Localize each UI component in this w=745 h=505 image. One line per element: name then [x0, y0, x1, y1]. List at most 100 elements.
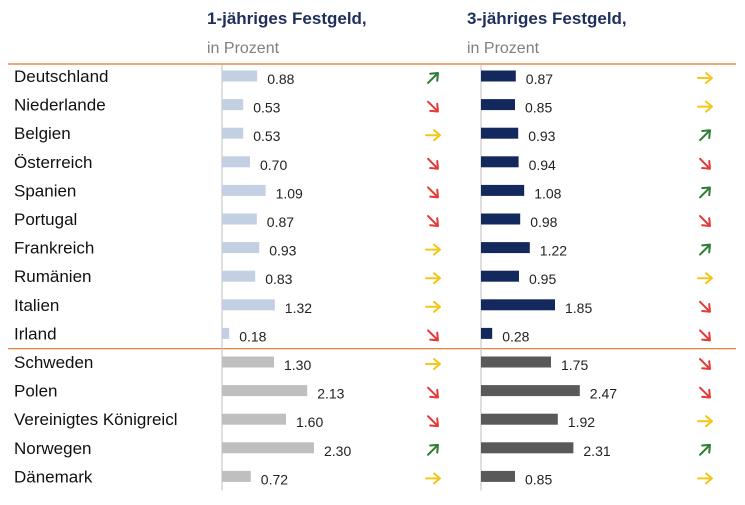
- trend-down-icon: [699, 215, 711, 227]
- trend-up-icon: [699, 186, 711, 199]
- bar-3y: [481, 327, 493, 339]
- value-label-3y: 1.75: [561, 357, 588, 373]
- country-label: Belgien: [14, 124, 71, 143]
- bar-1y: [222, 156, 250, 168]
- value-label-3y: 0.85: [525, 471, 552, 487]
- trend-flat-icon: [425, 472, 441, 485]
- value-label-3y: 0.87: [526, 71, 553, 87]
- country-label: Dänemark: [14, 467, 93, 486]
- trend-up-icon: [699, 243, 711, 256]
- bar-1y: [222, 213, 257, 225]
- value-label-3y: 0.28: [502, 328, 529, 344]
- country-label: Rumänien: [14, 267, 92, 286]
- trend-down-icon: [427, 157, 439, 170]
- value-label-3y: 1.85: [565, 300, 592, 316]
- trend-flat-icon: [697, 272, 713, 285]
- bar-3y: [481, 270, 519, 282]
- trend-down-icon: [427, 100, 439, 113]
- value-label-1y: 0.88: [267, 71, 294, 87]
- bar-1y: [222, 127, 244, 139]
- country-label: Deutschland: [14, 67, 109, 86]
- trend-down-icon: [427, 215, 439, 227]
- value-label-1y: 1.30: [284, 357, 311, 373]
- value-label-1y: 0.53: [253, 100, 280, 116]
- trend-down-icon: [699, 358, 711, 370]
- country-label: Italien: [14, 296, 59, 315]
- chart-rows: Deutschland 0.88 0.87 Niederlande 0.53 0.85 Be…: [8, 63, 736, 491]
- country-label: Vereinigtes Königreicl: [14, 410, 177, 429]
- trend-down-icon: [699, 300, 711, 313]
- bar-3y: [481, 99, 515, 111]
- trend-flat-icon: [425, 243, 441, 256]
- trend-flat-icon: [425, 129, 441, 142]
- bar-3y: [481, 70, 516, 82]
- value-label-1y: 2.13: [317, 386, 344, 402]
- value-label-3y: 2.31: [583, 443, 610, 459]
- trend-down-icon: [427, 386, 439, 399]
- bar-1y: [222, 413, 286, 425]
- bar-1y: [222, 99, 244, 111]
- bar-3y: [481, 413, 558, 425]
- value-label-3y: 1.22: [540, 243, 567, 259]
- bar-1y: [222, 470, 251, 482]
- bar-3y: [481, 156, 519, 168]
- country-label: Irland: [14, 324, 57, 343]
- value-label-1y: 1.32: [285, 300, 312, 316]
- country-label: Spanien: [14, 181, 76, 200]
- trend-down-icon: [699, 157, 711, 170]
- bar-3y: [481, 385, 580, 397]
- trend-flat-icon: [425, 272, 441, 285]
- value-label-3y: 1.92: [568, 414, 595, 430]
- bar-3y: [481, 356, 551, 368]
- trend-flat-icon: [697, 472, 713, 485]
- country-label: Niederlande: [14, 96, 106, 115]
- value-label-1y: 0.72: [261, 471, 288, 487]
- col2-title: 3-jähriges Festgeld,: [467, 9, 627, 28]
- trend-down-icon: [427, 186, 439, 199]
- bar-3y: [481, 470, 515, 482]
- bar-1y: [222, 70, 258, 82]
- trend-flat-icon: [697, 72, 713, 84]
- col1-title: 1-jähriges Festgeld,: [207, 9, 367, 28]
- bar-3y: [481, 213, 521, 225]
- bar-1y: [222, 442, 314, 454]
- bar-1y: [222, 385, 308, 397]
- trend-up-icon: [427, 443, 439, 456]
- value-label-3y: 0.85: [525, 100, 552, 116]
- value-label-3y: 2.47: [590, 386, 617, 402]
- bar-3y: [481, 184, 525, 196]
- bar-1y: [222, 299, 275, 311]
- country-label: Österreich: [14, 153, 92, 172]
- bar-1y: [222, 184, 266, 196]
- value-label-1y: 0.93: [269, 243, 296, 259]
- bar-3y: [481, 299, 555, 311]
- country-label: Frankreich: [14, 239, 94, 258]
- trend-down-icon: [699, 386, 711, 399]
- value-label-3y: 0.93: [528, 128, 555, 144]
- value-label-1y: 0.83: [265, 271, 292, 287]
- value-label-1y: 1.60: [296, 414, 323, 430]
- trend-flat-icon: [425, 300, 441, 313]
- trend-down-icon: [699, 329, 711, 342]
- value-label-1y: 2.30: [324, 443, 351, 459]
- trend-up-icon: [699, 129, 711, 142]
- trend-down-icon: [427, 329, 439, 342]
- country-label: Norwegen: [14, 439, 92, 458]
- value-label-3y: 0.94: [529, 157, 556, 173]
- bar-3y: [481, 242, 530, 254]
- value-label-3y: 0.95: [529, 271, 556, 287]
- bar-1y: [222, 242, 260, 254]
- bar-1y: [222, 270, 256, 282]
- value-label-1y: 0.53: [253, 128, 280, 144]
- country-label: Schweden: [14, 353, 93, 372]
- value-label-1y: 1.09: [276, 185, 303, 201]
- bar-1y: [222, 327, 230, 339]
- country-label: Polen: [14, 382, 57, 401]
- trend-up-icon: [427, 72, 439, 84]
- value-label-1y: 0.18: [239, 328, 266, 344]
- trend-up-icon: [699, 443, 711, 456]
- value-label-1y: 0.70: [260, 157, 287, 173]
- col2-subtitle: in Prozent: [467, 40, 540, 57]
- trend-flat-icon: [697, 100, 713, 113]
